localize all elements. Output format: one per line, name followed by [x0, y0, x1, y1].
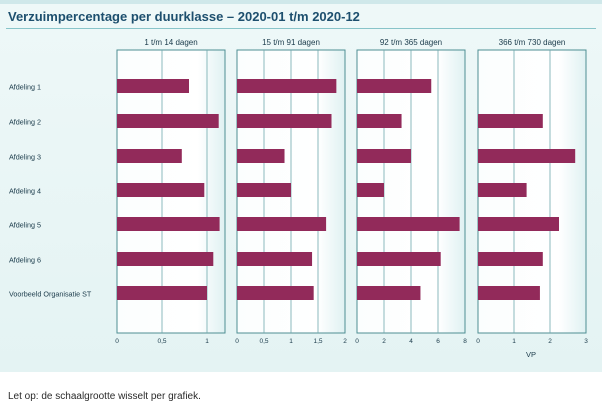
tick-label: 0: [476, 338, 480, 345]
tick-label: 0,5: [259, 338, 268, 345]
bar: [237, 114, 332, 128]
bar: [237, 286, 314, 300]
title-divider: [6, 28, 596, 29]
panel-title: 92 t/m 365 dagen: [380, 38, 442, 47]
category-label: Afdeling 3: [9, 153, 41, 162]
bar: [357, 149, 411, 163]
tick-label: 1,5: [313, 338, 322, 345]
chart-title: Verzuimpercentage per duurklasse – 2020-…: [8, 9, 360, 24]
bar: [117, 183, 205, 197]
bar: [357, 252, 441, 266]
bar: [117, 252, 214, 266]
category-label: Afdeling 1: [9, 83, 41, 92]
bar: [478, 114, 543, 128]
bar: [357, 79, 432, 93]
tick-label: 1: [205, 338, 209, 345]
bar: [478, 183, 527, 197]
category-label: Afdeling 4: [9, 187, 41, 196]
bar: [117, 286, 207, 300]
tick-label: 6: [436, 338, 440, 345]
tick-label: 8: [463, 338, 467, 345]
bar: [357, 183, 384, 197]
bar: [478, 286, 540, 300]
panel-title: 15 t/m 91 dagen: [262, 38, 320, 47]
bar: [117, 217, 220, 231]
category-label: Voorbeeld Organisatie ST: [9, 290, 92, 299]
tick-label: 4: [409, 338, 413, 345]
x-axis-label: VP: [526, 350, 536, 359]
panel-title: 366 t/m 730 dagen: [499, 38, 566, 47]
footnote: Let op: de schaalgrootte wisselt per gra…: [8, 391, 201, 402]
tick-label: 1: [512, 338, 516, 345]
bar: [117, 79, 189, 93]
bar: [117, 114, 219, 128]
bar: [478, 149, 576, 163]
bar: [237, 252, 313, 266]
top-rule: [0, 0, 602, 4]
bar: [357, 217, 460, 231]
tick-label: 3: [584, 338, 588, 345]
category-label: Afdeling 6: [9, 256, 41, 265]
bar: [357, 114, 402, 128]
panel-title: 1 t/m 14 dagen: [144, 38, 197, 47]
chart-canvas: Afdeling 1 Afdeling 2 Afdeling 3 Afdeling 4…: [9, 38, 588, 359]
tick-label: 2: [382, 338, 386, 345]
category-label: Afdeling 2: [9, 118, 41, 127]
tick-label: 2: [343, 338, 347, 345]
bar: [357, 286, 421, 300]
bar: [237, 183, 291, 197]
bar: [478, 217, 559, 231]
bar: [237, 149, 285, 163]
bar: [478, 252, 543, 266]
bar: [117, 149, 182, 163]
tick-label: 0,5: [157, 338, 166, 345]
tick-label: 0: [235, 338, 239, 345]
tick-label: 2: [548, 338, 552, 345]
tick-label: 0: [355, 338, 359, 345]
bar: [237, 217, 327, 231]
bar: [237, 79, 337, 93]
category-label: Afdeling 5: [9, 221, 41, 230]
tick-label: 0: [115, 338, 119, 345]
tick-label: 1: [289, 338, 293, 345]
